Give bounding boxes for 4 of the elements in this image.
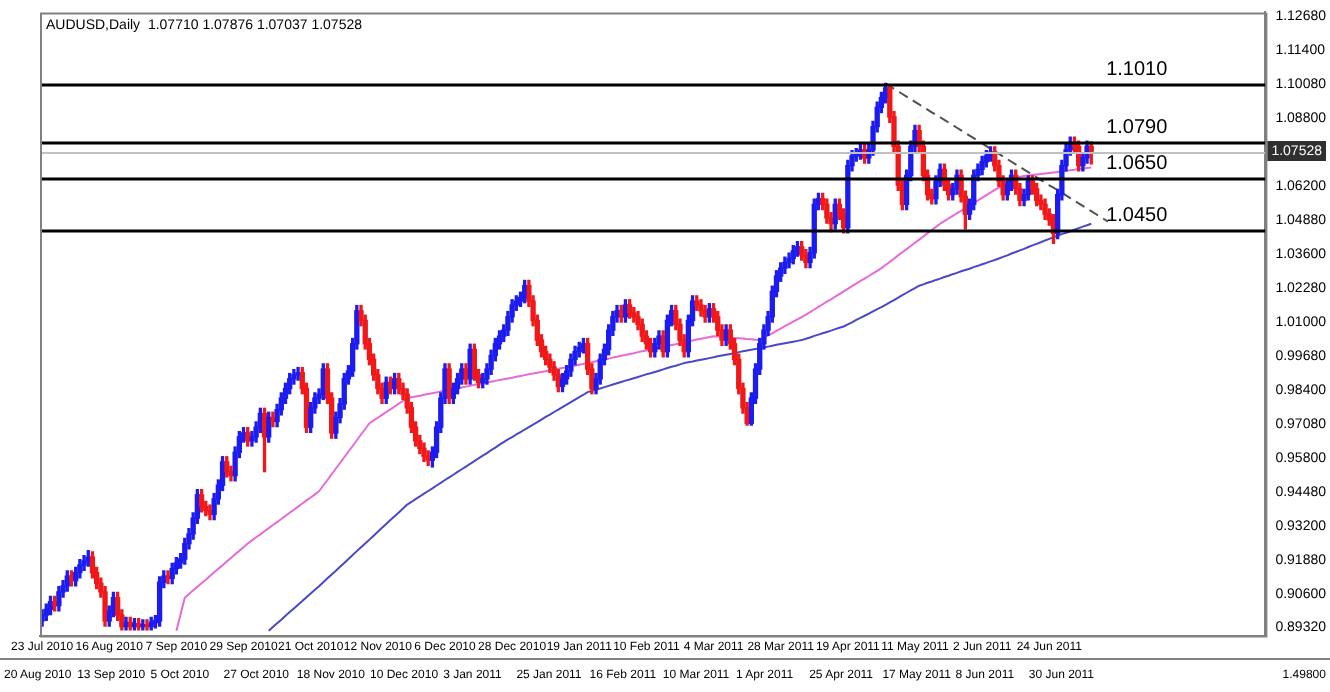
ref-line-label: 1.0450 <box>1106 204 1169 227</box>
ref-line-label: 1.0650 <box>1106 152 1169 175</box>
ref-line-label: 1.0790 <box>1106 116 1169 139</box>
ref-line-label: 1.1010 <box>1106 58 1169 81</box>
